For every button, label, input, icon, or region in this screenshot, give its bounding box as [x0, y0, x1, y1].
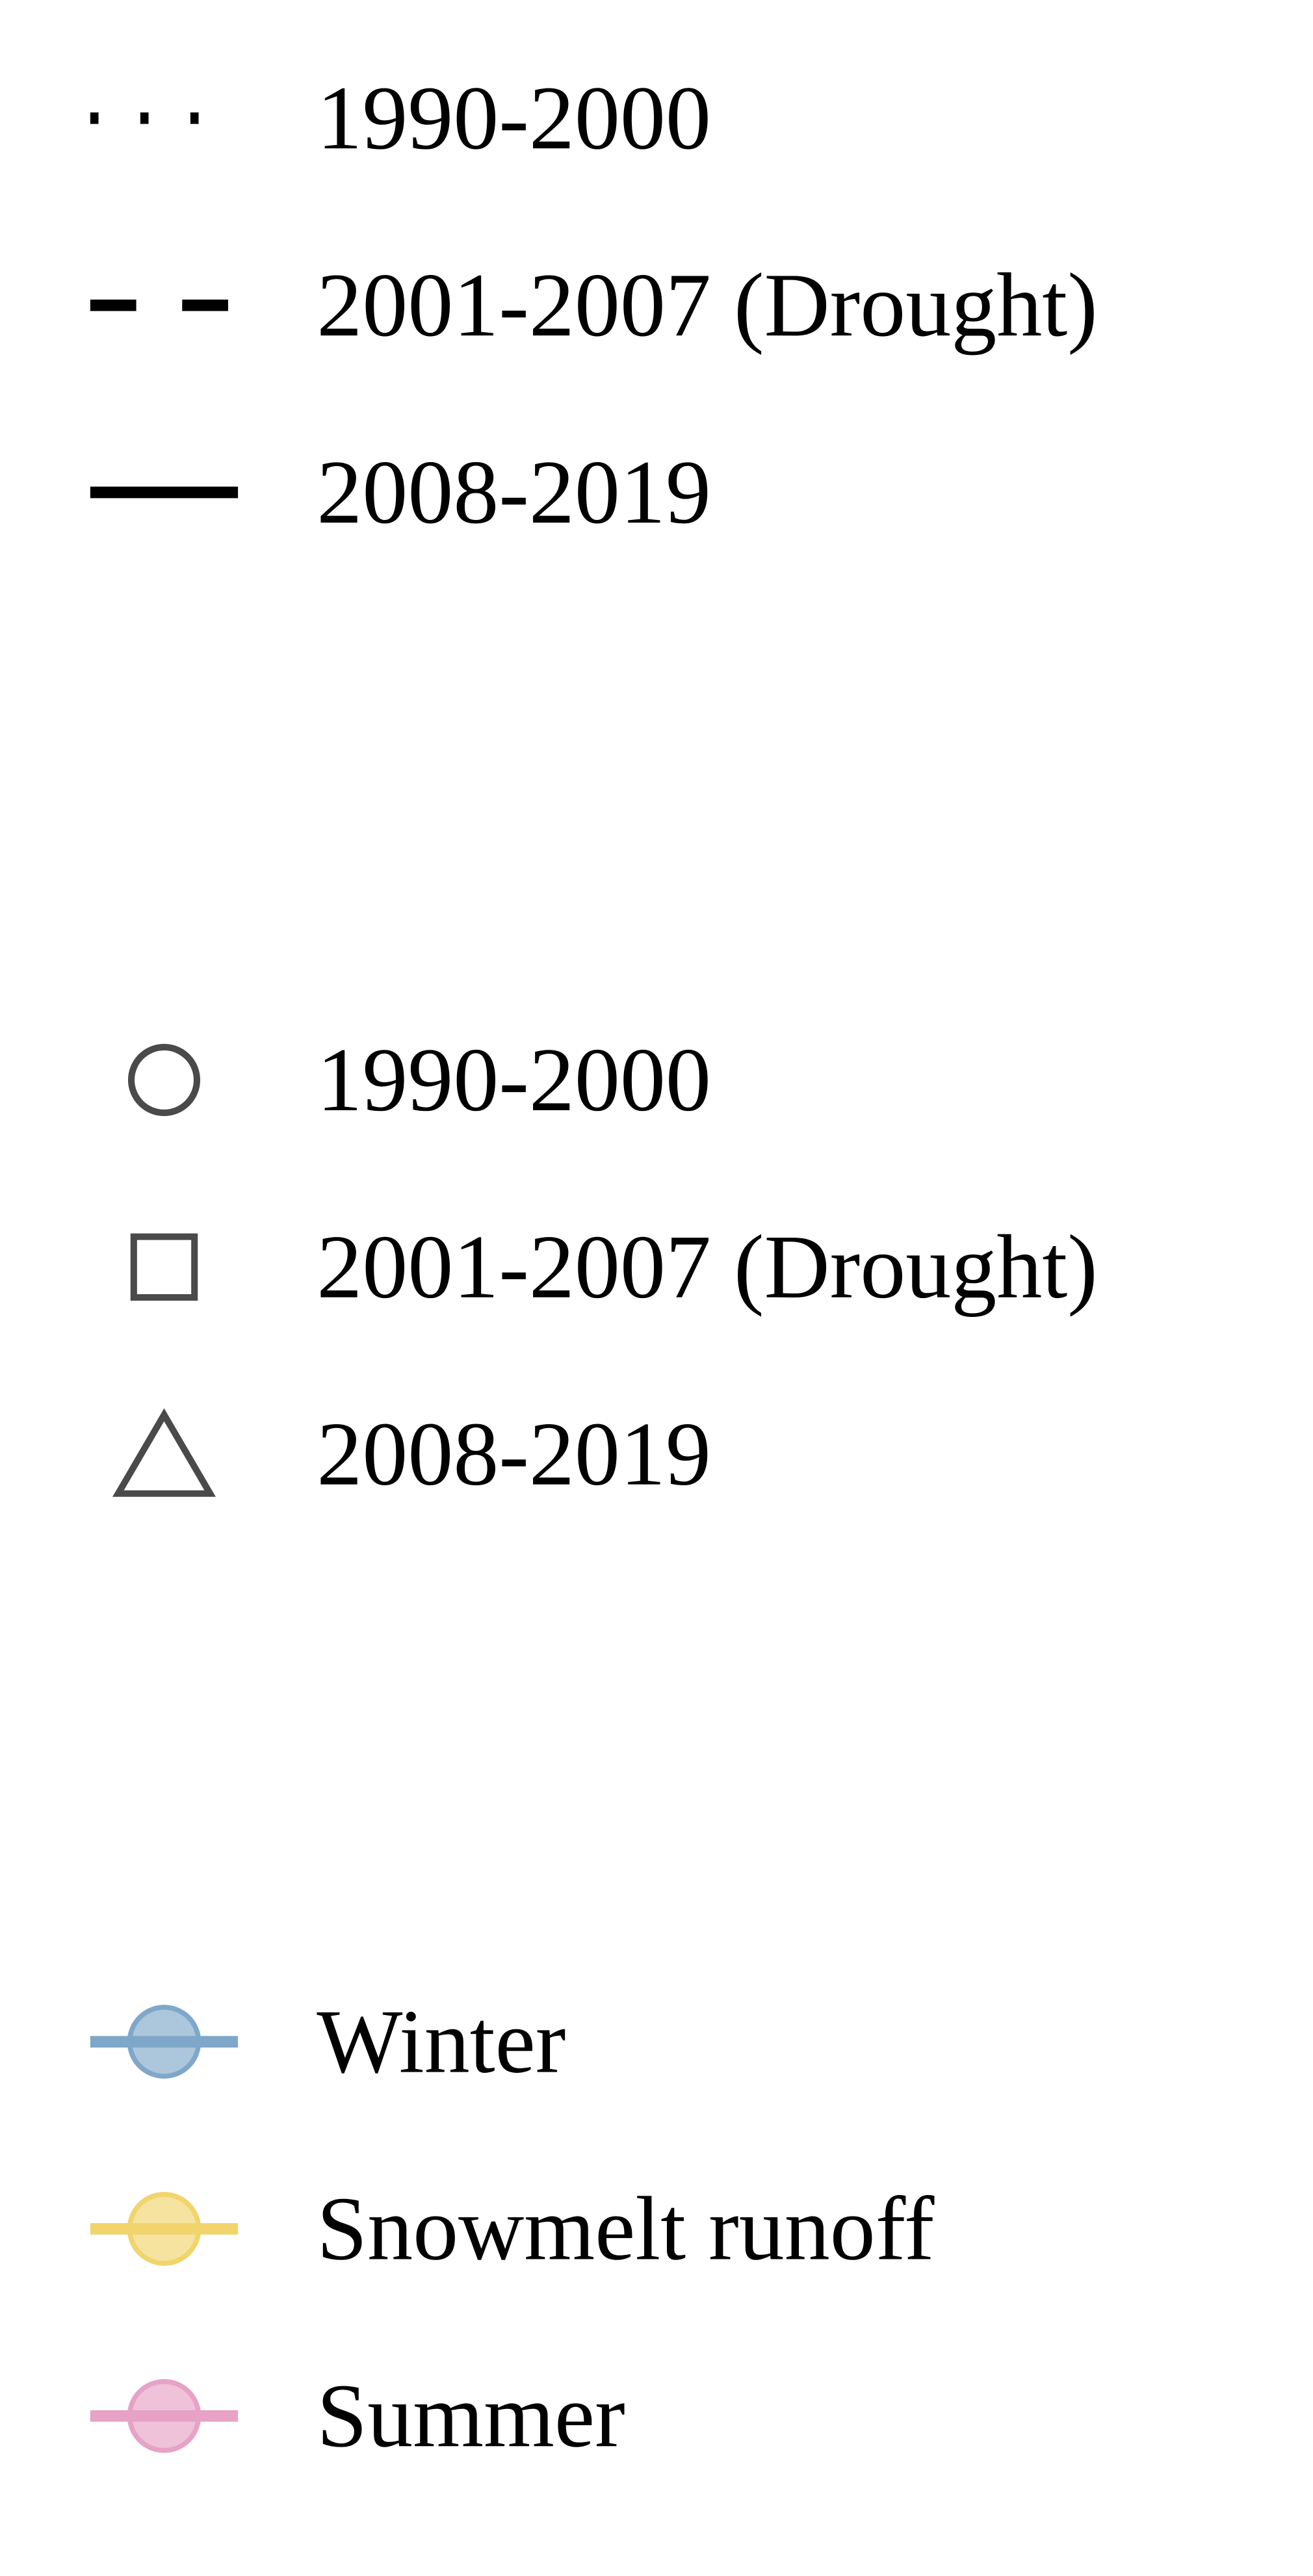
season-marker-icon	[127, 2378, 202, 2453]
season-legend-entry-snowmelt-runoff: Snowmelt runoff	[90, 2178, 935, 2279]
marker-legend-entry-1990-2000: 1990-2000	[127, 1030, 711, 1130]
circle-marker-icon	[127, 1043, 201, 1116]
marker-legend-group: 1990-2000 2001-2007 (Drought) 2008-2019	[112, 1030, 1098, 1505]
linestyle-legend-entry-2001-2007-drought: 2001-2007 (Drought)	[90, 255, 1098, 356]
legend-label: 2001-2007 (Drought)	[317, 255, 1097, 356]
season-legend-group: Winter Snowmelt runoff Summer	[90, 1992, 935, 2466]
linestyle-legend-group: 1990-2000 2001-2007 (Drought) 2008-2019	[90, 68, 1098, 543]
season-legend-entry-winter: Winter	[90, 1992, 566, 2092]
legend-label: 2001-2007 (Drought)	[317, 1217, 1097, 1318]
season-marker-icon	[127, 2192, 202, 2266]
legend-label: 2008-2019	[317, 442, 711, 543]
square-marker-icon	[130, 1233, 198, 1301]
triangle-marker-icon	[112, 1408, 216, 1497]
linestyle-legend-entry-2008-2019: 2008-2019	[90, 442, 711, 543]
marker-legend-entry-2008-2019: 2008-2019	[112, 1404, 711, 1505]
legend-label: 2008-2019	[317, 1404, 711, 1505]
linestyle-legend-entry-1990-2000: 1990-2000	[90, 68, 711, 168]
marker-legend-entry-2001-2007-drought: 2001-2007 (Drought)	[130, 1217, 1098, 1318]
season-legend-entry-summer: Summer	[90, 2365, 625, 2466]
legend-label: Summer	[317, 2365, 625, 2466]
legend-label: 1990-2000	[317, 1030, 711, 1130]
legend-label: Winter	[317, 1992, 566, 2092]
legend-label: Snowmelt runoff	[317, 2178, 935, 2279]
season-marker-icon	[127, 2005, 202, 2079]
legend-label: 1990-2000	[317, 68, 711, 168]
